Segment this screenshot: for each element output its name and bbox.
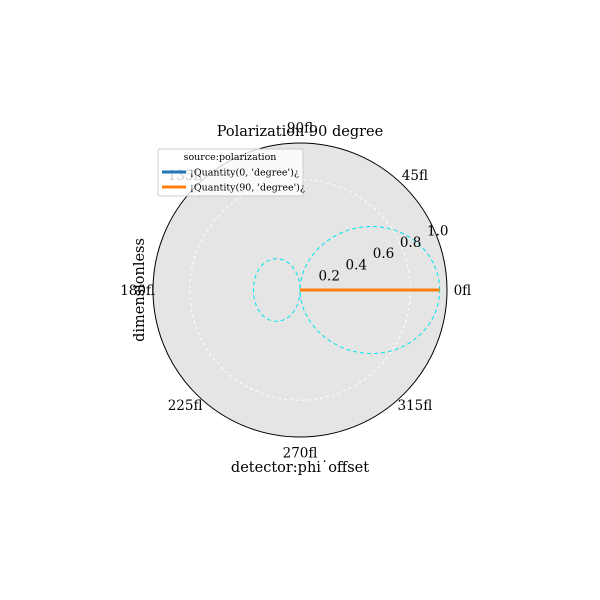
radial-tick-label: 0.2 bbox=[318, 269, 339, 285]
reference-curve-line bbox=[252, 225, 441, 355]
legend-label-0: ¡Quantity(0, 'degree')¿ bbox=[190, 168, 299, 179]
radial-tick-label: 0.8 bbox=[400, 235, 421, 251]
x-axis-label: detector:phi˙offset bbox=[231, 460, 369, 476]
y-axis-label: dimensionless bbox=[132, 238, 148, 342]
legend-entries: ¡Quantity(0, 'degree')¿ ¡Quantity(90, 'de… bbox=[162, 168, 305, 194]
radial-tick-label: 0.4 bbox=[346, 258, 367, 274]
legend-label-1: ¡Quantity(90, 'degree')¿ bbox=[190, 183, 305, 194]
radial-tick-label: 1.0 bbox=[427, 224, 448, 240]
polar-frame bbox=[152, 142, 448, 438]
legend: source:polarization ¡Quantity(0, 'degree… bbox=[157, 148, 305, 197]
chart-title: Polarization 90 degree bbox=[217, 124, 383, 140]
reference-curve bbox=[252, 225, 441, 355]
angle-tick-label: 315fl bbox=[398, 398, 433, 414]
legend-title: source:polarization bbox=[184, 152, 277, 163]
radial-tick-labels: 0.2 0.4 0.6 0.8 1.0 bbox=[318, 224, 448, 285]
angle-tick-label: 45fl bbox=[402, 168, 428, 184]
angle-tick-label: 0fl bbox=[454, 283, 472, 299]
angle-tick-label: 90fl bbox=[287, 121, 313, 137]
angle-tick-label: 180fl bbox=[120, 283, 155, 299]
radial-tick-label: 0.6 bbox=[373, 246, 394, 262]
angle-tick-label: 225fl bbox=[168, 398, 203, 414]
angle-tick-label: 270fl bbox=[283, 445, 318, 461]
legend-box bbox=[157, 148, 304, 197]
